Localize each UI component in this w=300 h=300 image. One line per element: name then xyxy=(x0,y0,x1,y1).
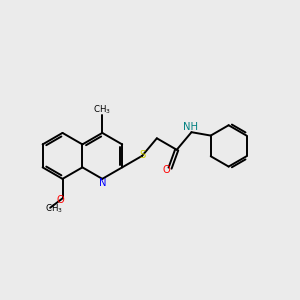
Text: S: S xyxy=(140,150,146,160)
Text: NH: NH xyxy=(182,122,197,133)
Text: N: N xyxy=(98,178,106,188)
Text: CH$_3$: CH$_3$ xyxy=(45,203,63,215)
Text: O: O xyxy=(56,195,64,205)
Text: O: O xyxy=(163,165,170,175)
Text: CH$_3$: CH$_3$ xyxy=(93,103,111,116)
